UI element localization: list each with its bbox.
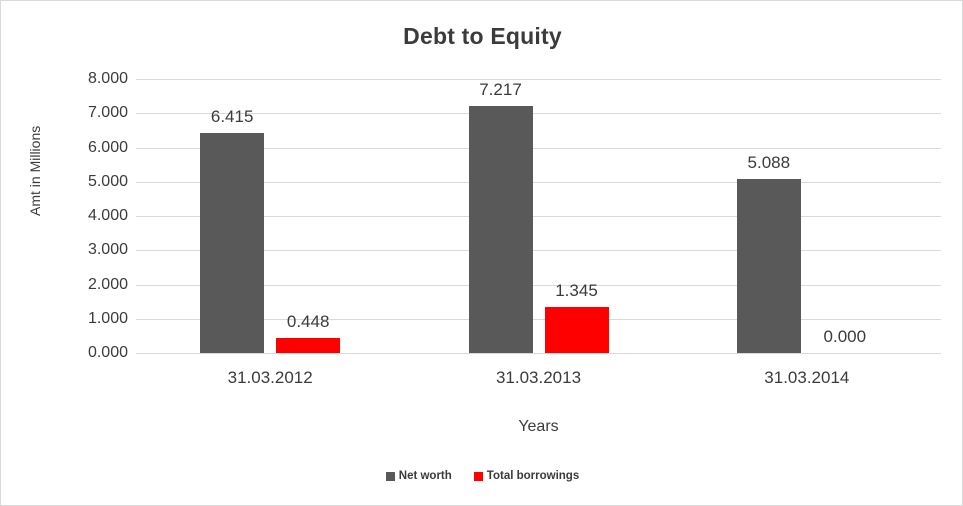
y-tick-label: 2.000 bbox=[87, 275, 128, 293]
y-axis-title: Amt in Millions bbox=[27, 125, 43, 216]
x-tick-label: 31.03.2012 bbox=[227, 368, 313, 387]
gridline bbox=[136, 181, 941, 183]
x-tick-label: 31.03.2014 bbox=[764, 368, 850, 387]
x-tick-label: 31.03.2013 bbox=[495, 368, 582, 387]
y-tick-label: 6.000 bbox=[87, 138, 128, 156]
y-tick-label: 7.000 bbox=[87, 104, 128, 122]
legend-label: Net worth bbox=[398, 470, 452, 482]
legend-label: Total borrowings bbox=[486, 470, 580, 482]
chart-legend: Net worth Total borrowings bbox=[1, 470, 962, 482]
plot-area: 6.415 0.448 7.217 1.345 5.088 0.000 bbox=[136, 79, 941, 354]
y-tick-label: 8.000 bbox=[87, 70, 128, 87]
gridline bbox=[136, 318, 941, 320]
y-tick-label: 4.000 bbox=[87, 207, 128, 224]
gridline bbox=[136, 147, 941, 149]
bar-net-worth-0[interactable] bbox=[200, 133, 265, 353]
legend-item-net-worth[interactable]: Net worth bbox=[385, 470, 452, 482]
bar-net-worth-1[interactable] bbox=[468, 105, 533, 353]
gridline bbox=[136, 284, 941, 286]
bar-total-borrowings-0[interactable] bbox=[276, 337, 341, 353]
bar-net-worth-2[interactable] bbox=[736, 178, 801, 353]
y-tick-label: 0.000 bbox=[87, 344, 128, 361]
gridline bbox=[136, 353, 941, 354]
gridline bbox=[136, 216, 941, 217]
bar-value-label: 0.000 bbox=[823, 327, 867, 346]
chart-title: Debt to Equity bbox=[403, 23, 562, 49]
bar-value-label: 5.088 bbox=[747, 152, 791, 172]
x-axis-tick-labels: 31.03.2012 31.03.2013 31.03.2014 bbox=[136, 368, 941, 392]
legend-item-total-borrowings[interactable]: Total borrowings bbox=[473, 470, 580, 482]
bar-value-label: 1.345 bbox=[555, 280, 598, 300]
y-tick-label: 5.000 bbox=[87, 172, 128, 190]
gridline bbox=[136, 79, 941, 80]
x-axis-title: Years bbox=[518, 418, 559, 435]
gridline bbox=[136, 113, 941, 115]
bar-value-label: 6.415 bbox=[210, 107, 254, 127]
y-tick-label: 1.000 bbox=[87, 309, 128, 327]
gridline bbox=[136, 250, 941, 252]
legend-swatch-icon bbox=[385, 471, 395, 481]
y-tick-label: 3.000 bbox=[87, 241, 128, 259]
legend-swatch-icon bbox=[473, 471, 483, 481]
bar-value-label: 7.217 bbox=[479, 79, 522, 99]
y-axis-tick-labels: 8.000 7.000 6.000 5.000 4.000 3.000 2.000 1.000… bbox=[56, 70, 128, 361]
bar-total-borrowings-1[interactable] bbox=[544, 306, 609, 353]
bar-value-label: 0.448 bbox=[286, 311, 330, 331]
